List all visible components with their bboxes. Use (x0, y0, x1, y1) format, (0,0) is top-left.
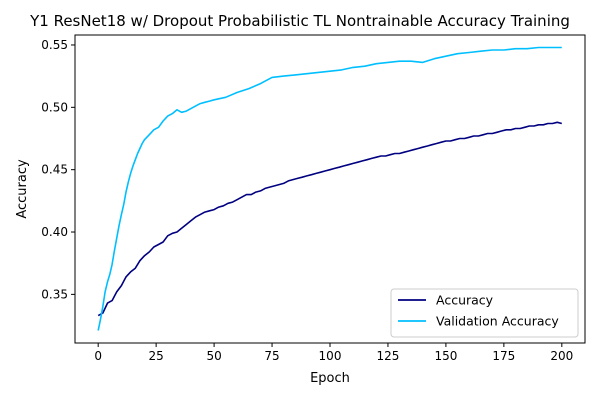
series-lines (97, 46, 563, 331)
series-line-validation-accuracy (97, 46, 562, 331)
legend-label: Validation Accuracy (436, 314, 559, 329)
x-tick-label: 150 (434, 349, 457, 363)
legend-label: Accuracy (436, 293, 494, 308)
legend: Accuracy Validation Accuracy (390, 288, 579, 338)
y-axis-ticks: 0.35 0.40 0.45 0.50 0.55 (41, 38, 75, 301)
x-tick-label: 50 (206, 349, 221, 363)
x-axis-label: Epoch (310, 371, 350, 386)
y-tick-label: 0.50 (41, 100, 68, 114)
x-tick-label: 0 (94, 349, 102, 363)
x-tick-label: 125 (377, 349, 400, 363)
y-axis-label: Accuracy (15, 159, 30, 219)
x-tick-label: 25 (148, 349, 163, 363)
y-tick-label: 0.35 (41, 287, 68, 301)
x-tick-label: 75 (264, 349, 279, 363)
y-tick-label: 0.45 (41, 163, 68, 177)
series-line-accuracy (97, 121, 563, 317)
legend-box (390, 288, 579, 338)
chart-title: Y1 ResNet18 w/ Dropout Probabilistic TL … (29, 12, 570, 30)
x-tick-label: 175 (492, 349, 515, 363)
x-tick-label: 100 (319, 349, 342, 363)
x-axis-ticks: 0 25 50 75 100 125 150 175 200 (94, 343, 573, 363)
x-tick-label: 200 (550, 349, 573, 363)
y-tick-label: 0.55 (41, 38, 68, 52)
y-tick-label: 0.40 (41, 225, 68, 239)
